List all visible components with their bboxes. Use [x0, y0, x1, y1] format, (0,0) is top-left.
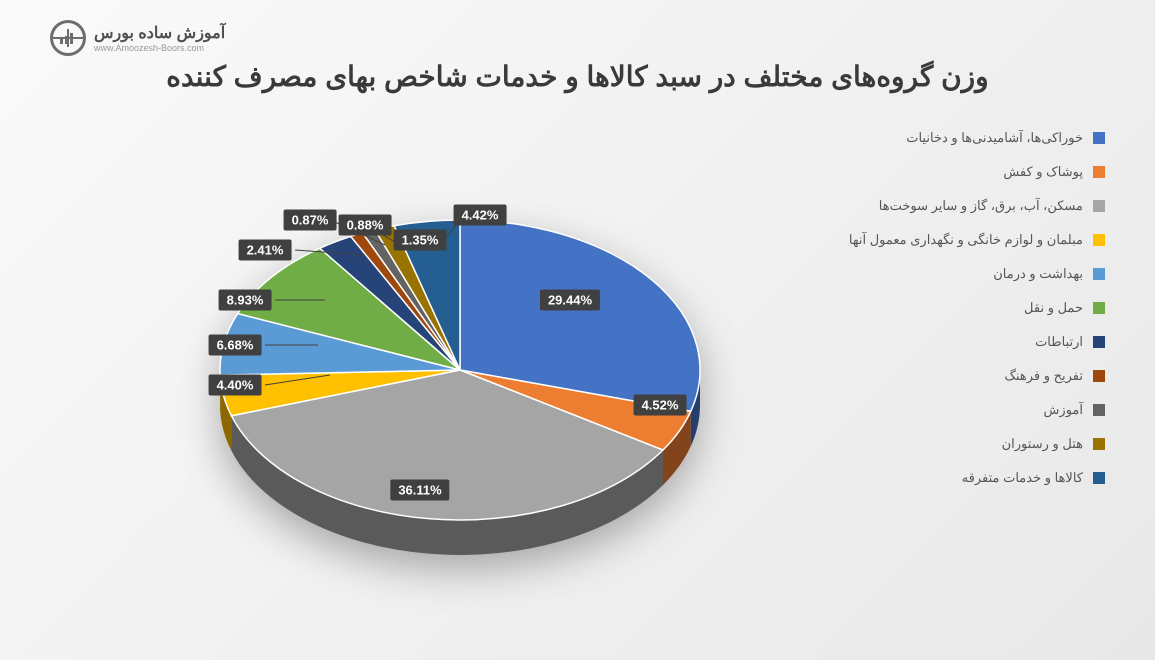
legend-swatch [1093, 200, 1105, 212]
data-label: 4.52% [634, 395, 687, 416]
pie-chart: 29.44% 4.52% 36.11% 4.40% 6.68% 8.93% 2.41% 0.8… [100, 120, 800, 600]
legend-item: مسکن، آب، برق، گاز و سایر سوخت‌ها [845, 198, 1105, 214]
legend-label: هتل و رستوران [1002, 436, 1083, 452]
data-label: 4.40% [209, 375, 262, 396]
legend-item: مبلمان و لوازم خانگی و نگهداری معمول آنه… [845, 232, 1105, 248]
legend-label: پوشاک و کفش [1003, 164, 1083, 180]
data-label: 0.88% [339, 215, 392, 236]
data-label: 4.42% [454, 205, 507, 226]
legend-label: تفریح و فرهنگ [1004, 368, 1083, 384]
legend-swatch [1093, 472, 1105, 484]
data-label: 6.68% [209, 335, 262, 356]
legend-swatch [1093, 404, 1105, 416]
legend-item: تفریح و فرهنگ [845, 368, 1105, 384]
legend-label: کالاها و خدمات متفرقه [962, 470, 1083, 486]
watermark: آموزش ساده بورس www.Amoozesh-Boors.com [50, 20, 225, 56]
legend-label: بهداشت و درمان [993, 266, 1083, 282]
legend-swatch [1093, 166, 1105, 178]
legend-swatch [1093, 336, 1105, 348]
legend-item: پوشاک و کفش [845, 164, 1105, 180]
legend-swatch [1093, 302, 1105, 314]
legend-label: آموزش [1044, 402, 1083, 418]
legend-swatch [1093, 438, 1105, 450]
data-label: 36.11% [390, 480, 449, 501]
data-label: 2.41% [239, 240, 292, 261]
legend-item: کالاها و خدمات متفرقه [845, 470, 1105, 486]
legend-label: مبلمان و لوازم خانگی و نگهداری معمول آنه… [849, 232, 1083, 248]
legend-item: ارتباطات [845, 334, 1105, 350]
legend-label: خوراکی‌ها، آشامیدنی‌ها و دخانیات [906, 130, 1083, 146]
data-label: 29.44% [540, 290, 600, 311]
legend-item: خوراکی‌ها، آشامیدنی‌ها و دخانیات [845, 130, 1105, 146]
watermark-url: www.Amoozesh-Boors.com [94, 43, 225, 53]
chart-title: وزن گروه‌های مختلف در سبد کالاها و خدمات… [60, 60, 1095, 93]
legend-swatch [1093, 234, 1105, 246]
data-label: 0.87% [284, 210, 337, 231]
legend-swatch [1093, 268, 1105, 280]
legend-item: حمل و نقل [845, 300, 1105, 316]
legend-item: هتل و رستوران [845, 436, 1105, 452]
legend-item: آموزش [845, 402, 1105, 418]
globe-chart-icon [50, 20, 86, 56]
legend: خوراکی‌ها، آشامیدنی‌ها و دخانیات پوشاک و … [845, 130, 1105, 504]
data-label: 1.35% [394, 230, 447, 251]
legend-swatch [1093, 370, 1105, 382]
legend-label: حمل و نقل [1024, 300, 1083, 316]
legend-label: مسکن، آب، برق، گاز و سایر سوخت‌ها [879, 198, 1083, 214]
watermark-title: آموزش ساده بورس [94, 23, 225, 43]
legend-label: ارتباطات [1035, 334, 1083, 350]
legend-item: بهداشت و درمان [845, 266, 1105, 282]
data-label: 8.93% [219, 290, 272, 311]
legend-swatch [1093, 132, 1105, 144]
